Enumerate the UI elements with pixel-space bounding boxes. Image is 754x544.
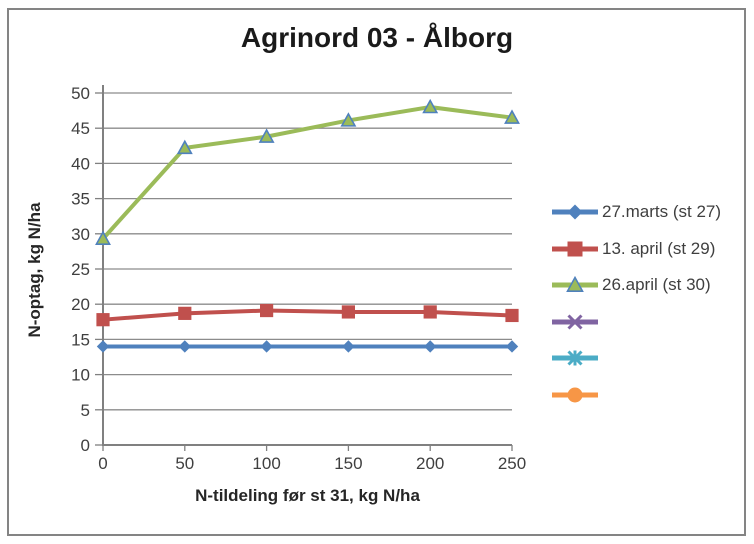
series-0-point-x250 (505, 340, 519, 353)
square-marker-icon (178, 306, 192, 320)
diamond-marker-icon (342, 340, 355, 353)
triangle-marker-icon (258, 128, 275, 143)
legend-item-5 (551, 377, 721, 414)
y-tick-label-0: 0 (81, 436, 90, 455)
legend-item-4 (551, 340, 721, 377)
x-tick-label-100: 100 (252, 454, 280, 473)
x-tick-label-150: 150 (334, 454, 362, 473)
legend-swatch-asterisk (552, 350, 598, 366)
y-tick-label-45: 45 (71, 119, 90, 138)
y-tick-label-30: 30 (71, 225, 90, 244)
series-2-point-x250 (504, 109, 520, 124)
legend-label: 13. april (st 29) (602, 238, 716, 258)
series-1-point-x150 (341, 305, 355, 319)
diamond-marker-icon (96, 340, 110, 353)
series-0-point-x100 (260, 340, 273, 353)
circle-marker-icon (567, 387, 583, 403)
legend-swatch-diamond (552, 204, 598, 220)
diamond-marker-icon (178, 340, 191, 353)
legend-item-3 (551, 304, 721, 341)
series-0-point-x0 (96, 340, 110, 353)
series-2-point-x0 (95, 230, 111, 245)
diamond-marker-icon (260, 340, 273, 353)
series-line-1 (102, 308, 513, 322)
triangle-marker-icon (566, 276, 584, 293)
y-tick-label-50: 50 (71, 84, 90, 103)
legend-swatch-x (552, 314, 598, 330)
diamond-marker-icon (567, 204, 583, 220)
y-tick-label-40: 40 (71, 154, 90, 173)
chart-title: Agrinord 03 - Ålborg (240, 22, 514, 53)
square-marker-icon (260, 303, 274, 318)
y-tick-label-15: 15 (71, 330, 90, 349)
triangle-marker-icon (504, 109, 520, 124)
x-axis-title: N-tildeling før st 31, kg N/ha (195, 486, 420, 505)
legend-item-2: 26.april (st 30) (551, 267, 721, 304)
legend-swatch-square (552, 241, 598, 257)
y-tick-label-10: 10 (71, 366, 90, 385)
square-marker-icon (505, 308, 519, 323)
series-line-2 (101, 105, 513, 241)
series-0-point-x150 (342, 340, 355, 353)
square-marker-icon (341, 305, 355, 319)
asterisk-marker-icon (567, 350, 583, 366)
series-1-point-x250 (505, 308, 519, 323)
square-marker-icon (567, 241, 583, 257)
x-tick-label-250: 250 (498, 454, 526, 473)
series-1-point-x100 (260, 303, 274, 318)
series-1-point-x0 (96, 313, 110, 327)
triangle-marker-icon (95, 230, 111, 245)
series-2-point-x50 (176, 139, 193, 155)
legend: 27.marts (st 27) 13. april (st 29) 26.apri… (551, 194, 721, 413)
y-tick-label-25: 25 (71, 260, 90, 279)
y-axis-title: N-optag, kg N/ha (25, 202, 44, 338)
x-tick-label-50: 50 (175, 454, 194, 473)
figure-frame (7, 8, 746, 536)
y-tick-label-35: 35 (71, 190, 90, 209)
series-0-point-x200 (424, 340, 437, 353)
x-tick-label-200: 200 (416, 454, 444, 473)
diamond-marker-icon (424, 340, 437, 353)
x-marker-icon (567, 314, 583, 330)
legend-item-1: 13. april (st 29) (551, 231, 721, 268)
series-2-point-x150 (340, 112, 357, 127)
triangle-marker-icon (176, 139, 193, 155)
legend-swatch-triangle (552, 276, 598, 293)
square-marker-icon (423, 305, 437, 319)
y-tick-label-20: 20 (71, 295, 90, 314)
legend-label: 27.marts (st 27) (602, 202, 722, 222)
y-tick-label-5: 5 (81, 401, 90, 420)
x-tick-label-0: 0 (98, 454, 107, 473)
square-marker-icon (96, 313, 110, 327)
triangle-marker-icon (422, 98, 439, 114)
legend-item-0: 27.marts (st 27) (551, 194, 721, 231)
triangle-marker-icon (340, 112, 357, 127)
series-1-point-x200 (423, 305, 437, 319)
series-1-point-x50 (178, 306, 192, 320)
series-2-point-x200 (422, 98, 439, 114)
legend-swatch-circle (552, 387, 598, 403)
series-0-point-x50 (178, 340, 191, 353)
diamond-marker-icon (505, 340, 519, 353)
legend-label: 26.april (st 30) (602, 275, 711, 295)
series-2-point-x100 (258, 128, 275, 143)
